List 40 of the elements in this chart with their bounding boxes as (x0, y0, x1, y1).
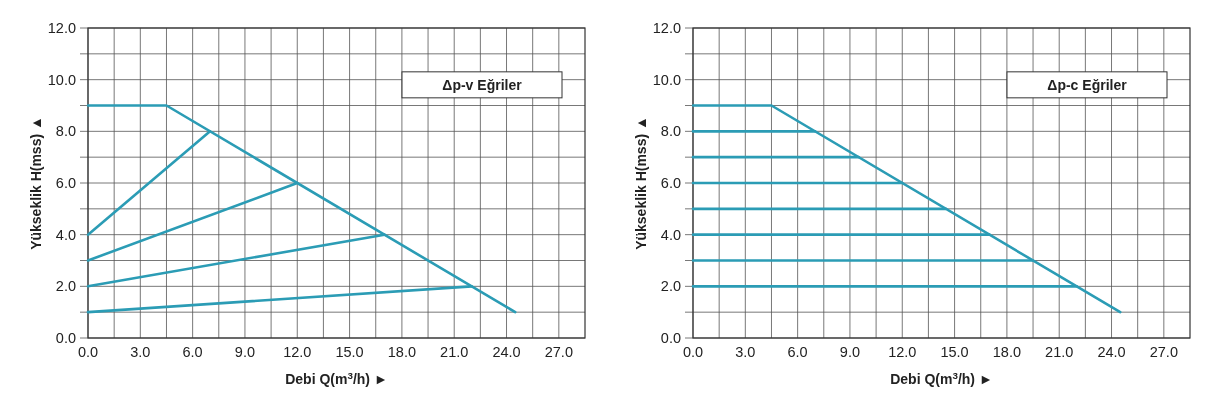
x-axis-title: Debi Q(m$^{3}$/h) ► (890, 369, 993, 387)
y-tick-label: 0.0 (55, 330, 76, 346)
x-tick-label: 12.0 (888, 344, 917, 360)
y-tick-label: 4.0 (660, 226, 681, 243)
x-tick-label: 27.0 (544, 344, 573, 360)
x-tick-label: 6.0 (787, 344, 808, 360)
y-tick-label: 10.0 (652, 71, 681, 88)
x-tick-label: 3.0 (735, 344, 756, 360)
x-tick-label: 18.0 (992, 344, 1022, 360)
x-tick-label: 0.0 (77, 344, 99, 360)
x-tick-label: 12.0 (283, 344, 312, 360)
y-tick-label: 8.0 (55, 123, 76, 140)
y-tick-label: 6.0 (55, 175, 76, 191)
x-tick-label: 18.0 (387, 344, 417, 360)
y-tick-label: 2.0 (55, 278, 76, 295)
x-tick-label: 3.0 (130, 344, 151, 360)
y-tick-label: 6.0 (660, 175, 681, 191)
y-tick-label: 0.0 (660, 330, 681, 346)
y-tick-label: 2.0 (660, 278, 681, 295)
x-tick-label: 15.0 (940, 344, 969, 360)
x-tick-label: 21.0 (1045, 344, 1074, 360)
x-tick-label: 6.0 (182, 344, 203, 360)
y-tick-label: 4.0 (55, 226, 76, 243)
x-axis-title: Debi Q(m$^{3}$/h) ► (285, 369, 388, 387)
x-tick-label: 9.0 (839, 344, 861, 360)
y-tick-label: 12.0 (47, 20, 76, 36)
annotation: Δp-c Eğriler (1047, 76, 1128, 93)
x-tick-label: 21.0 (440, 344, 469, 360)
annotation: Δp-v Eğriler (442, 76, 523, 93)
x-tick-label: 15.0 (335, 344, 364, 360)
x-tick-label: 9.0 (234, 344, 256, 360)
x-tick-label: 0.0 (682, 344, 704, 360)
x-tick-label: 24.0 (1097, 344, 1126, 360)
x-tick-label: 24.0 (492, 344, 521, 360)
y-tick-label: 8.0 (660, 123, 681, 140)
y-axis-title: Yükseklik H(mss) ▲ (633, 116, 649, 250)
y-tick-label: 12.0 (652, 20, 681, 36)
x-tick-label: 27.0 (1149, 344, 1178, 360)
y-axis-title: Yükseklik H(mss) ▲ (28, 116, 44, 250)
y-tick-label: 10.0 (47, 71, 76, 88)
